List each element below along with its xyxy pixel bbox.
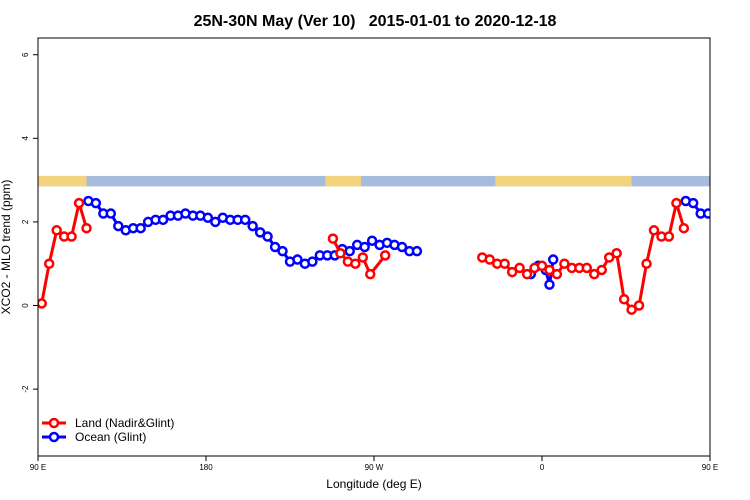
surface-type-strip [38, 175, 710, 187]
data-point [350, 258, 361, 269]
series-ocean [83, 195, 749, 290]
data-point [618, 294, 630, 305]
plot-frame [37, 37, 711, 457]
data-point [611, 248, 622, 259]
legend: Land (Nadir&Glint)Ocean (Glint) [42, 416, 174, 444]
data-point [262, 231, 273, 242]
y-axis-label: XCO2 - MLO trend (ppm) [0, 180, 13, 315]
y-tick-label: 6 [21, 52, 30, 57]
data-point [727, 224, 735, 232]
data-point [66, 231, 77, 242]
series-land [38, 197, 690, 315]
data-point [335, 248, 346, 259]
x-axis-label: Longitude (deg E) [326, 477, 421, 491]
data-point [648, 225, 660, 236]
data-point [678, 222, 690, 234]
data-point [589, 268, 600, 280]
data-point [626, 304, 637, 315]
x-tick-label: 180 [199, 463, 213, 472]
x-tick-label: 0 [540, 463, 545, 472]
data-point [379, 250, 391, 261]
data-point [357, 252, 369, 263]
y-axis: -2 0 2 4 6 [21, 52, 38, 393]
data-point [157, 214, 169, 226]
data-point [687, 197, 699, 209]
data-point [411, 245, 423, 257]
y-tick-label: 4 [21, 136, 30, 141]
data-point [239, 214, 251, 226]
data-point [559, 258, 570, 269]
data-point [396, 241, 408, 253]
data-point [514, 262, 525, 274]
legend-label: Ocean (Glint) [75, 430, 146, 444]
series-layer [38, 195, 749, 315]
data-point [51, 225, 62, 236]
data-point [113, 220, 124, 232]
strip-ocean [38, 175, 710, 187]
data-point [499, 258, 510, 269]
data-point [365, 268, 376, 280]
legend-marker [48, 431, 60, 443]
chart-title: 25N-30N May (Ver 10) 2015-01-01 to 2020-… [194, 13, 557, 30]
data-point [277, 245, 288, 257]
strip-land-segment [342, 175, 361, 187]
legend-item: Land (Nadir&Glint) [42, 416, 174, 430]
data-point [73, 197, 85, 209]
data-point [210, 216, 221, 228]
x-axis: 90 E 180 90 W 0 90 E [30, 456, 718, 472]
y-tick-label: 0 [21, 303, 30, 308]
y-tick-label: -2 [21, 385, 30, 393]
data-point [38, 298, 47, 309]
data-point [671, 197, 682, 209]
data-point [81, 222, 92, 234]
data-point [327, 233, 339, 244]
legend-marker [48, 417, 60, 429]
data-point [544, 279, 555, 290]
data-point [292, 254, 303, 265]
x-tick-label: 90 W [365, 463, 384, 472]
data-point [202, 212, 214, 223]
data-point [702, 208, 710, 219]
data-point [641, 258, 652, 269]
strip-land-segment [38, 175, 87, 187]
data-point [307, 256, 318, 267]
data-point [536, 260, 548, 272]
strip-land-segment [495, 175, 632, 187]
series-line [40, 197, 88, 304]
data-point [359, 241, 370, 253]
data-point [663, 231, 675, 242]
data-point [344, 245, 355, 257]
data-point [551, 268, 563, 280]
data-point [521, 268, 533, 280]
data-point [603, 252, 615, 263]
data-point [506, 266, 518, 278]
data-point [741, 218, 749, 226]
data-point [712, 222, 720, 230]
data-point [719, 226, 727, 234]
data-point [544, 264, 555, 276]
x-tick-label: 90 E [702, 463, 718, 472]
data-point [581, 262, 593, 274]
data-point [366, 235, 378, 246]
data-point [247, 220, 258, 232]
data-point [254, 227, 266, 238]
x-tick-label: 90 E [30, 463, 46, 472]
data-point [43, 258, 55, 269]
data-point [135, 222, 146, 234]
data-point [547, 254, 559, 265]
data-point [269, 241, 281, 253]
legend-item: Ocean (Glint) [42, 430, 146, 444]
y-tick-label: 2 [21, 219, 30, 224]
data-point [734, 224, 742, 232]
data-point [596, 264, 607, 276]
strip-land-segment [325, 175, 352, 187]
plot-area [38, 175, 749, 315]
legend-label: Land (Nadir&Glint) [75, 416, 174, 430]
data-point [90, 197, 102, 209]
data-point [633, 300, 645, 311]
data-point [484, 254, 495, 265]
data-point [105, 208, 117, 219]
series-line [481, 197, 686, 312]
